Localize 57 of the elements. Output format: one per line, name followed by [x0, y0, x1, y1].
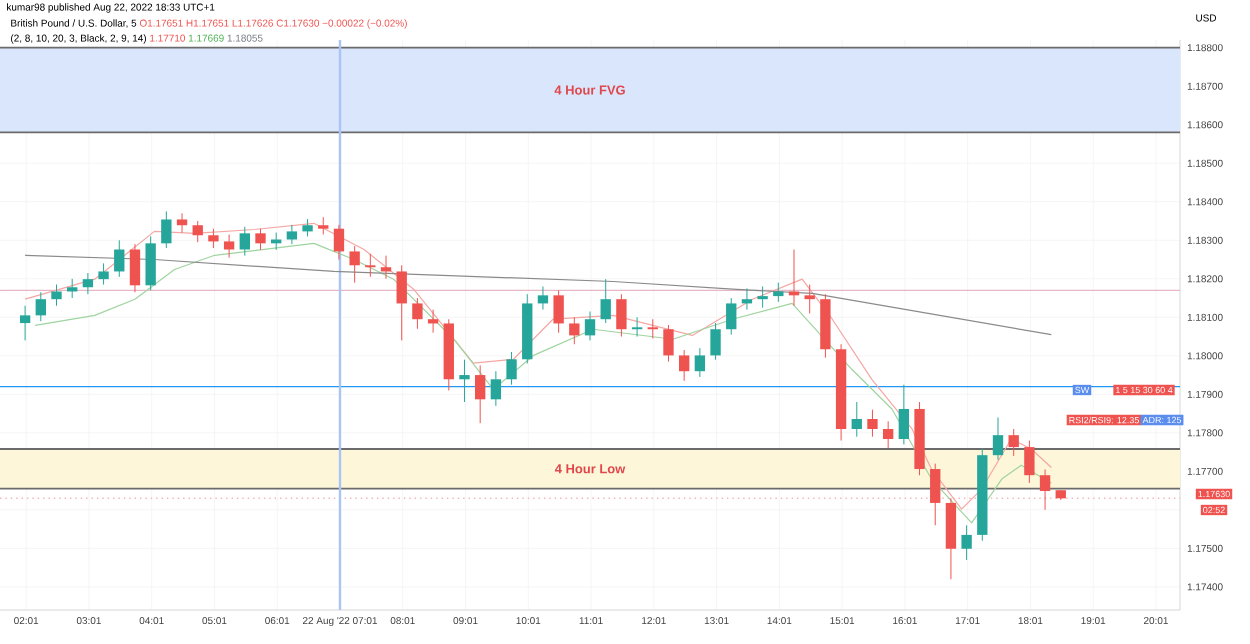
candlestick [35, 291, 46, 322]
candlestick [616, 293, 627, 338]
candlestick [1024, 440, 1035, 484]
candlestick [161, 210, 172, 249]
candlestick [804, 284, 815, 314]
candlestick [333, 224, 345, 261]
candlestick [726, 297, 737, 336]
candlestick [114, 239, 125, 278]
candlestick [647, 318, 658, 339]
candlestick [255, 228, 266, 251]
candlestick [192, 220, 203, 243]
candlestick [82, 272, 94, 295]
candlestick [757, 285, 768, 309]
candlestick [773, 282, 784, 303]
candlestick [992, 416, 1004, 461]
candlestick [553, 289, 564, 334]
candlestick [694, 347, 706, 378]
candlestick [930, 463, 941, 526]
candlestick [223, 233, 235, 259]
candlestick [176, 212, 188, 234]
candlestick [600, 278, 611, 324]
candlestick [867, 409, 878, 438]
candlestick [412, 297, 423, 330]
candlestick [882, 420, 894, 449]
candlestick [349, 245, 360, 284]
candlestick [1039, 468, 1051, 511]
candlestick [584, 311, 596, 341]
candlestick [239, 226, 250, 257]
candlestick [788, 249, 800, 307]
candlestick [851, 401, 862, 438]
candlestick [537, 285, 549, 311]
candlestick [961, 524, 972, 561]
candlestick [98, 262, 109, 286]
candlestick [145, 235, 156, 291]
candlestick [380, 255, 392, 280]
candlestick [51, 284, 62, 307]
candlestick [459, 359, 470, 403]
candlestick [945, 497, 957, 580]
candlestick [663, 324, 674, 363]
candlestick [631, 316, 643, 338]
candlestick [710, 322, 721, 361]
candlestick [490, 370, 502, 407]
candlestick [129, 243, 141, 293]
candlestick [67, 278, 78, 299]
candlestick [1008, 428, 1019, 457]
candlestick [19, 305, 31, 341]
candlestick [569, 316, 580, 345]
candlestick [365, 253, 376, 278]
candlestick [474, 364, 486, 424]
candlestick [506, 351, 517, 386]
candlestick [898, 384, 910, 445]
candlestick [678, 349, 690, 382]
candlestick [208, 228, 219, 249]
candlestick [741, 287, 753, 311]
candlestick [427, 309, 439, 334]
candlestick [286, 224, 298, 245]
candlestick [396, 264, 407, 341]
